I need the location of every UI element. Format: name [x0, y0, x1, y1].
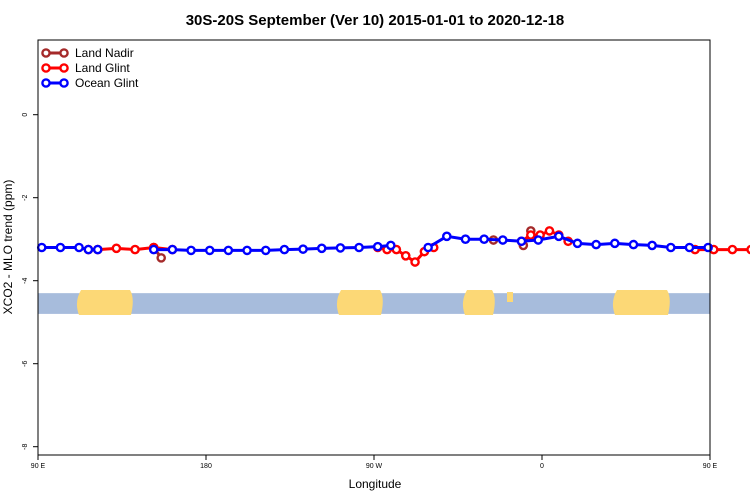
y-tick-label: 0	[22, 113, 29, 117]
data-point	[36, 242, 47, 253]
data-point	[316, 243, 327, 254]
data-point	[279, 244, 290, 255]
data-point	[497, 235, 508, 245]
legend-label: Land Nadir	[75, 46, 134, 60]
legend-swatch-point	[59, 48, 69, 58]
y-tick-label: -4	[22, 277, 29, 283]
data-point	[533, 235, 544, 245]
map-strip	[38, 290, 710, 315]
legend-swatch-point	[59, 78, 69, 88]
data-point	[130, 244, 140, 255]
legend-label: Ocean Glint	[75, 76, 139, 90]
x-tick-label: 90 E	[31, 463, 46, 470]
data-point	[460, 234, 471, 244]
legend-item: Land Glint	[41, 61, 130, 75]
data-point	[156, 253, 166, 263]
data-point	[610, 238, 620, 249]
x-tick-label: 90 W	[366, 463, 383, 470]
data-point	[298, 244, 308, 254]
series-ocean-glint	[36, 231, 713, 256]
data-point	[479, 234, 489, 244]
map-land	[507, 292, 513, 302]
x-axis: 90 E 180 90 W 0 90 E	[31, 455, 718, 470]
data-point	[591, 239, 601, 250]
series-line	[427, 234, 709, 249]
data-point	[74, 242, 84, 253]
data-point	[423, 242, 433, 253]
data-point	[746, 244, 750, 255]
data-point	[666, 242, 676, 253]
legend-label: Land Glint	[75, 61, 130, 75]
x-tick-label: 0	[540, 463, 544, 470]
data-point	[186, 245, 196, 256]
chart-title: 30S-20S September (Ver 10) 2015-01-01 to…	[186, 12, 565, 29]
data-point	[242, 245, 252, 256]
x-axis-label: Longitude	[349, 477, 402, 491]
data-point	[441, 231, 452, 242]
data-point	[223, 245, 234, 256]
y-axis: 0 -2 -4 -6 -8	[22, 113, 38, 450]
data-point	[410, 257, 420, 267]
y-tick-label: -2	[22, 194, 29, 200]
data-point	[516, 236, 527, 247]
legend-swatch-point	[41, 48, 51, 58]
legend-swatch-point	[59, 63, 69, 73]
data-point	[372, 241, 383, 252]
map-land	[336, 290, 383, 315]
data-point	[83, 244, 94, 255]
series-line	[695, 248, 750, 252]
data-point	[544, 226, 555, 236]
y-tick-label: -8	[22, 443, 29, 449]
map-land	[462, 290, 495, 315]
data-point	[335, 243, 346, 253]
data-point	[92, 244, 103, 255]
map-land	[612, 290, 670, 315]
data-point	[167, 244, 178, 255]
data-point	[727, 244, 738, 255]
x-tick-label: 180	[200, 463, 212, 470]
data-point	[647, 240, 657, 251]
data-point	[204, 245, 215, 256]
data-point	[385, 240, 396, 251]
plot-frame	[37, 39, 711, 456]
data-point	[554, 231, 564, 242]
data-point	[111, 243, 122, 254]
legend-item: Ocean Glint	[41, 76, 139, 90]
data-point	[684, 242, 695, 253]
data-point	[354, 242, 364, 253]
y-tick-label: -6	[22, 360, 29, 366]
x-tick-label: 90 E	[703, 463, 718, 470]
data-point	[628, 239, 639, 250]
data-point	[526, 230, 536, 240]
y-axis-label: XCO2 - MLO trend (ppm)	[1, 180, 15, 315]
legend-swatch-point	[41, 78, 51, 88]
series-land-nadir	[148, 226, 536, 263]
data-point	[148, 244, 159, 255]
data-point	[572, 238, 583, 249]
legend-swatch-point	[41, 63, 51, 73]
series-layer	[36, 226, 750, 267]
data-point	[55, 242, 66, 253]
map-land	[76, 290, 133, 315]
data-point	[400, 250, 411, 261]
data-point	[703, 242, 713, 253]
legend-item: Land Nadir	[41, 46, 134, 60]
data-point	[260, 245, 271, 256]
